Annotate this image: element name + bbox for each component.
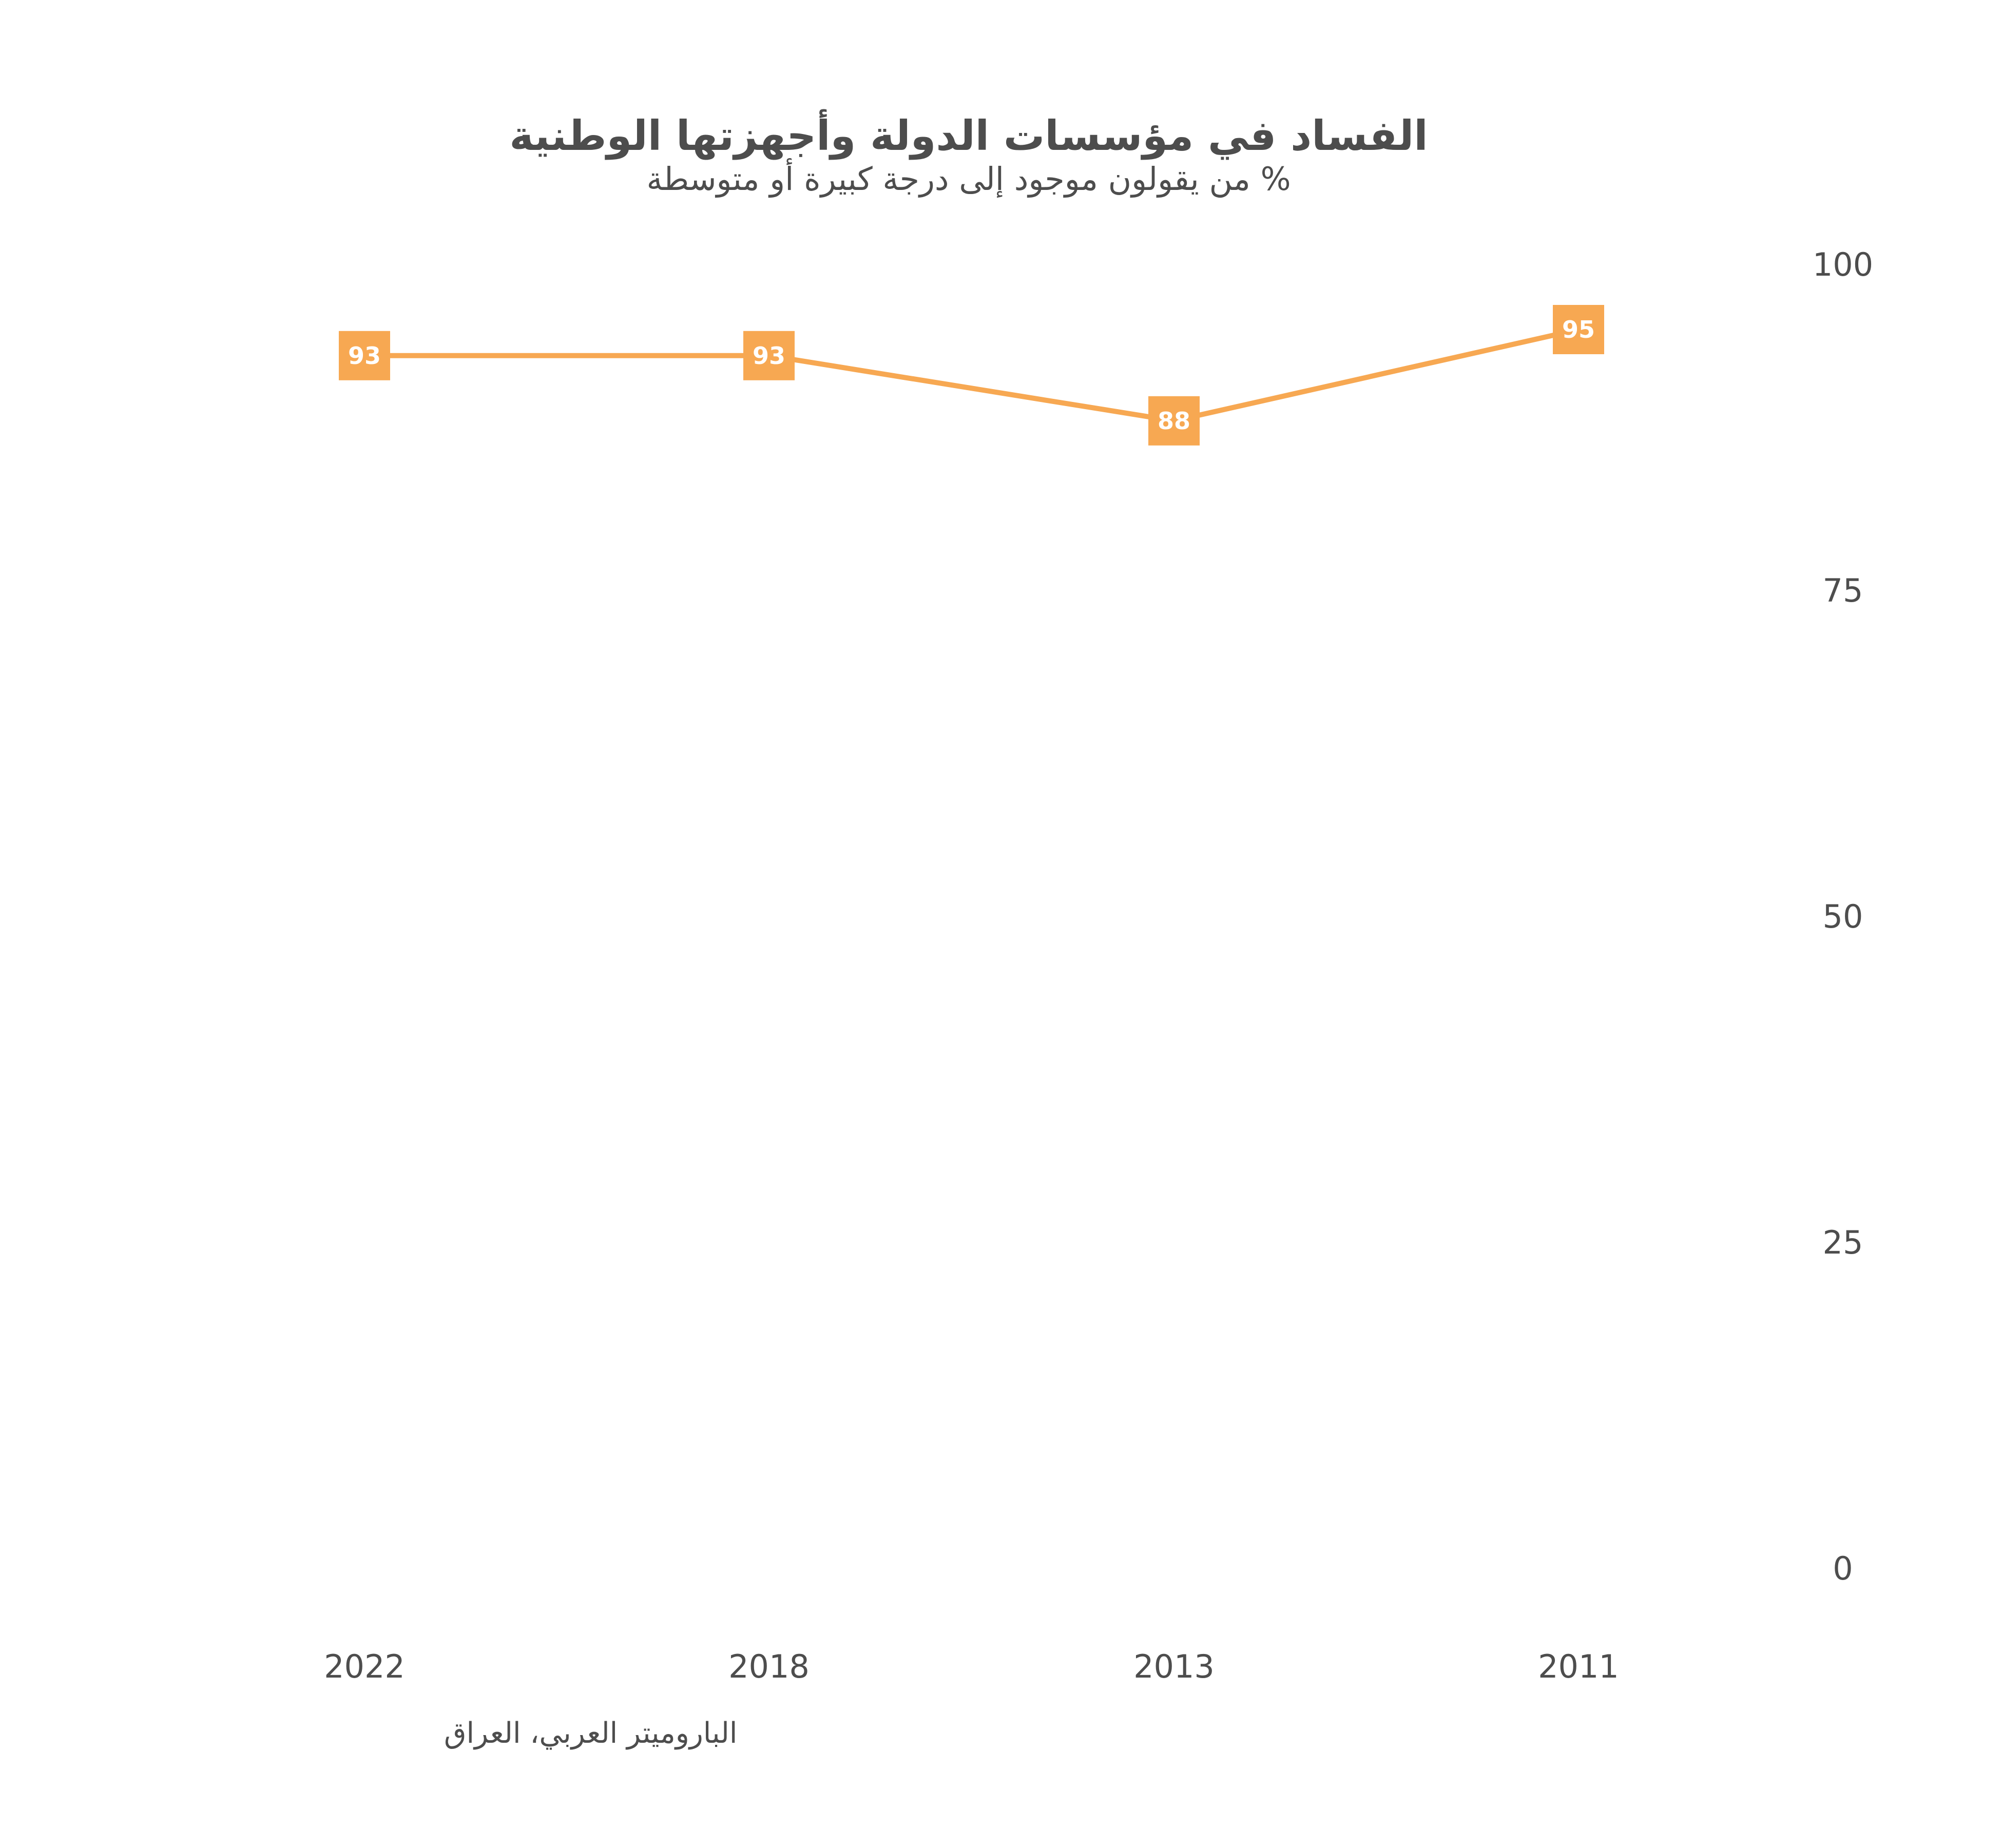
data-label: 95 xyxy=(1562,316,1595,343)
data-point-marker: 88 xyxy=(1148,396,1200,446)
x-tick-label: 2013 xyxy=(1133,1648,1215,1685)
y-tick-label: 0 xyxy=(1833,1550,1853,1587)
chart-title: الفساد في مؤسسات الدولة وأجهزتها الوطنية xyxy=(509,109,1428,160)
y-axis: 100 75 50 25 0 xyxy=(1813,246,1873,1587)
y-tick-label: 75 xyxy=(1823,572,1863,609)
data-labels-layer: 93 93 88 95 xyxy=(339,305,1604,446)
chart-subtitle: % من يقولون موجود إلى درجة كبيرة أو متوس… xyxy=(647,158,1291,198)
x-axis: 2022 2018 2013 2011 xyxy=(324,1648,1619,1685)
x-tick-label: 2011 xyxy=(1538,1648,1619,1685)
data-point-marker: 93 xyxy=(339,331,390,380)
data-point-marker: 95 xyxy=(1553,305,1604,354)
data-label-box xyxy=(1148,396,1200,446)
data-label-box xyxy=(743,331,795,380)
data-label: 93 xyxy=(348,342,381,370)
data-label-box xyxy=(339,331,390,380)
y-tick-label: 100 xyxy=(1813,246,1873,283)
data-point-marker: 93 xyxy=(743,331,795,380)
x-tick-label: 2018 xyxy=(728,1648,810,1685)
x-tick-label: 2022 xyxy=(324,1648,405,1685)
source-note: الباروميتر العربي، العراق xyxy=(444,1717,737,1750)
series-layer xyxy=(362,327,1581,424)
y-tick-label: 50 xyxy=(1823,898,1863,935)
series-line xyxy=(362,327,1581,424)
data-label-box xyxy=(1553,305,1604,354)
y-tick-label: 25 xyxy=(1823,1224,1863,1261)
data-label: 88 xyxy=(1158,407,1190,435)
data-label: 93 xyxy=(753,342,785,370)
